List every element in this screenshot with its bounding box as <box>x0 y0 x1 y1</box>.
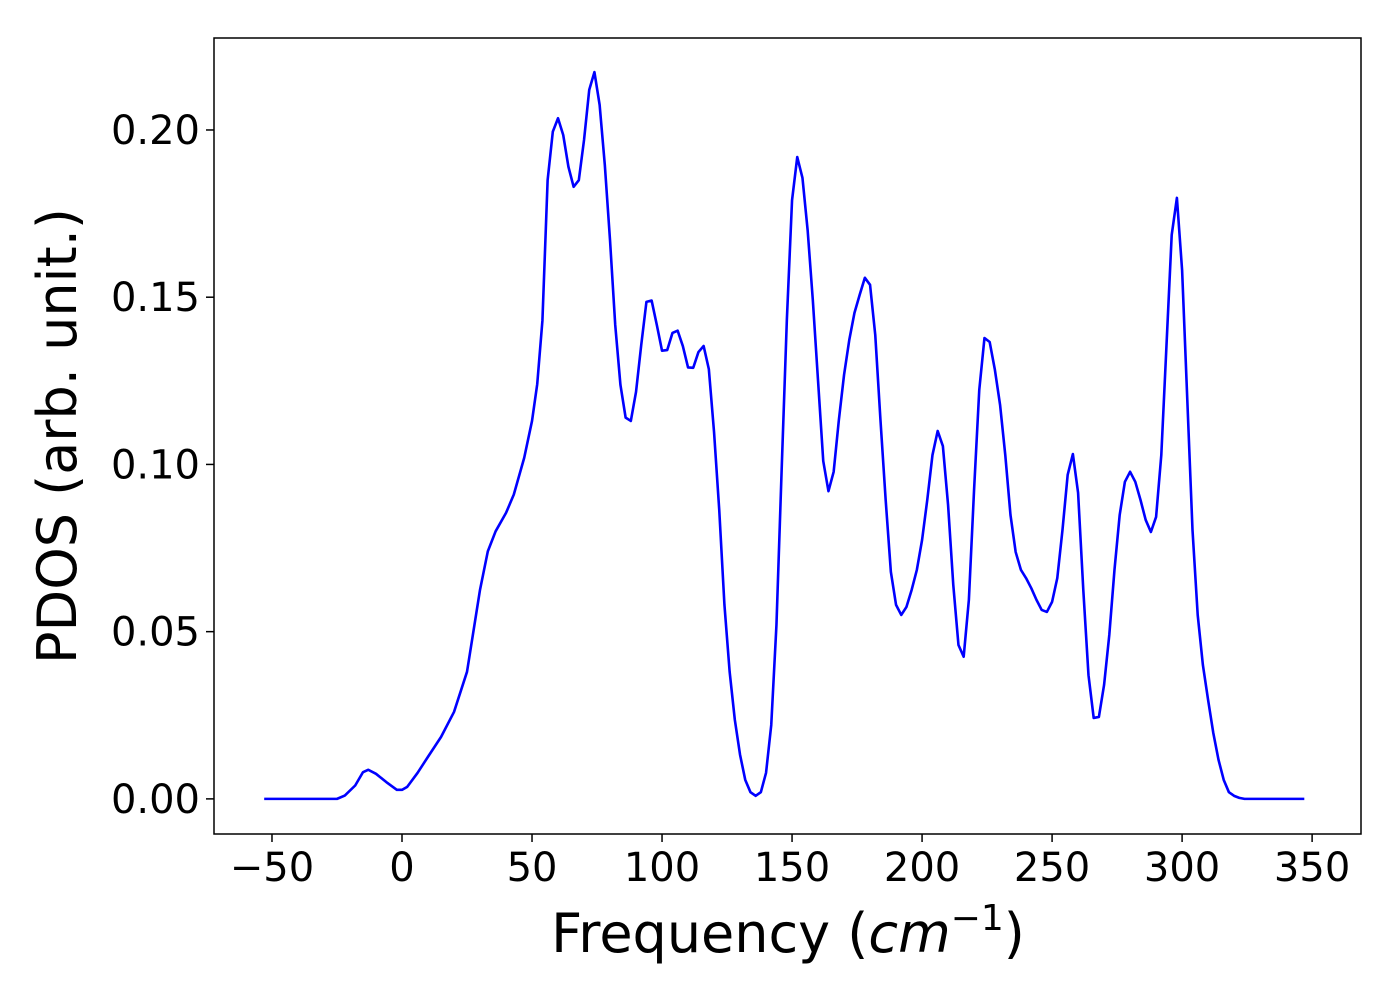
x-axis-label-unit: cm <box>868 902 950 965</box>
y-tick-label: 0.20 <box>111 108 200 154</box>
x-tick-label: 300 <box>1144 845 1220 891</box>
y-tick-label: 0.15 <box>111 275 200 321</box>
plot-frame <box>213 37 1362 835</box>
x-axis-label-exponent: −1 <box>951 898 1004 939</box>
x-tick-label: 350 <box>1274 845 1350 891</box>
x-tick-label: 50 <box>507 845 558 891</box>
x-tick-label: 200 <box>884 845 960 891</box>
y-tick-label: 0.05 <box>111 610 200 656</box>
x-tick-label: 100 <box>624 845 700 891</box>
x-tick-label: 250 <box>1014 845 1090 891</box>
x-axis-label-text: Frequency ( <box>551 902 868 965</box>
y-axis-label: PDOS (arb. unit.) <box>26 208 89 664</box>
x-axis-label: Frequency (cm−1) <box>551 898 1025 965</box>
x-tick-label: −50 <box>230 845 314 891</box>
y-tick-label: 0.10 <box>111 442 200 488</box>
y-tick-label: 0.00 <box>111 777 200 823</box>
x-axis-label-close: ) <box>1004 902 1025 965</box>
data-line <box>264 70 1305 801</box>
x-tick-label: 150 <box>754 845 830 891</box>
x-tick-label: 0 <box>389 845 414 891</box>
